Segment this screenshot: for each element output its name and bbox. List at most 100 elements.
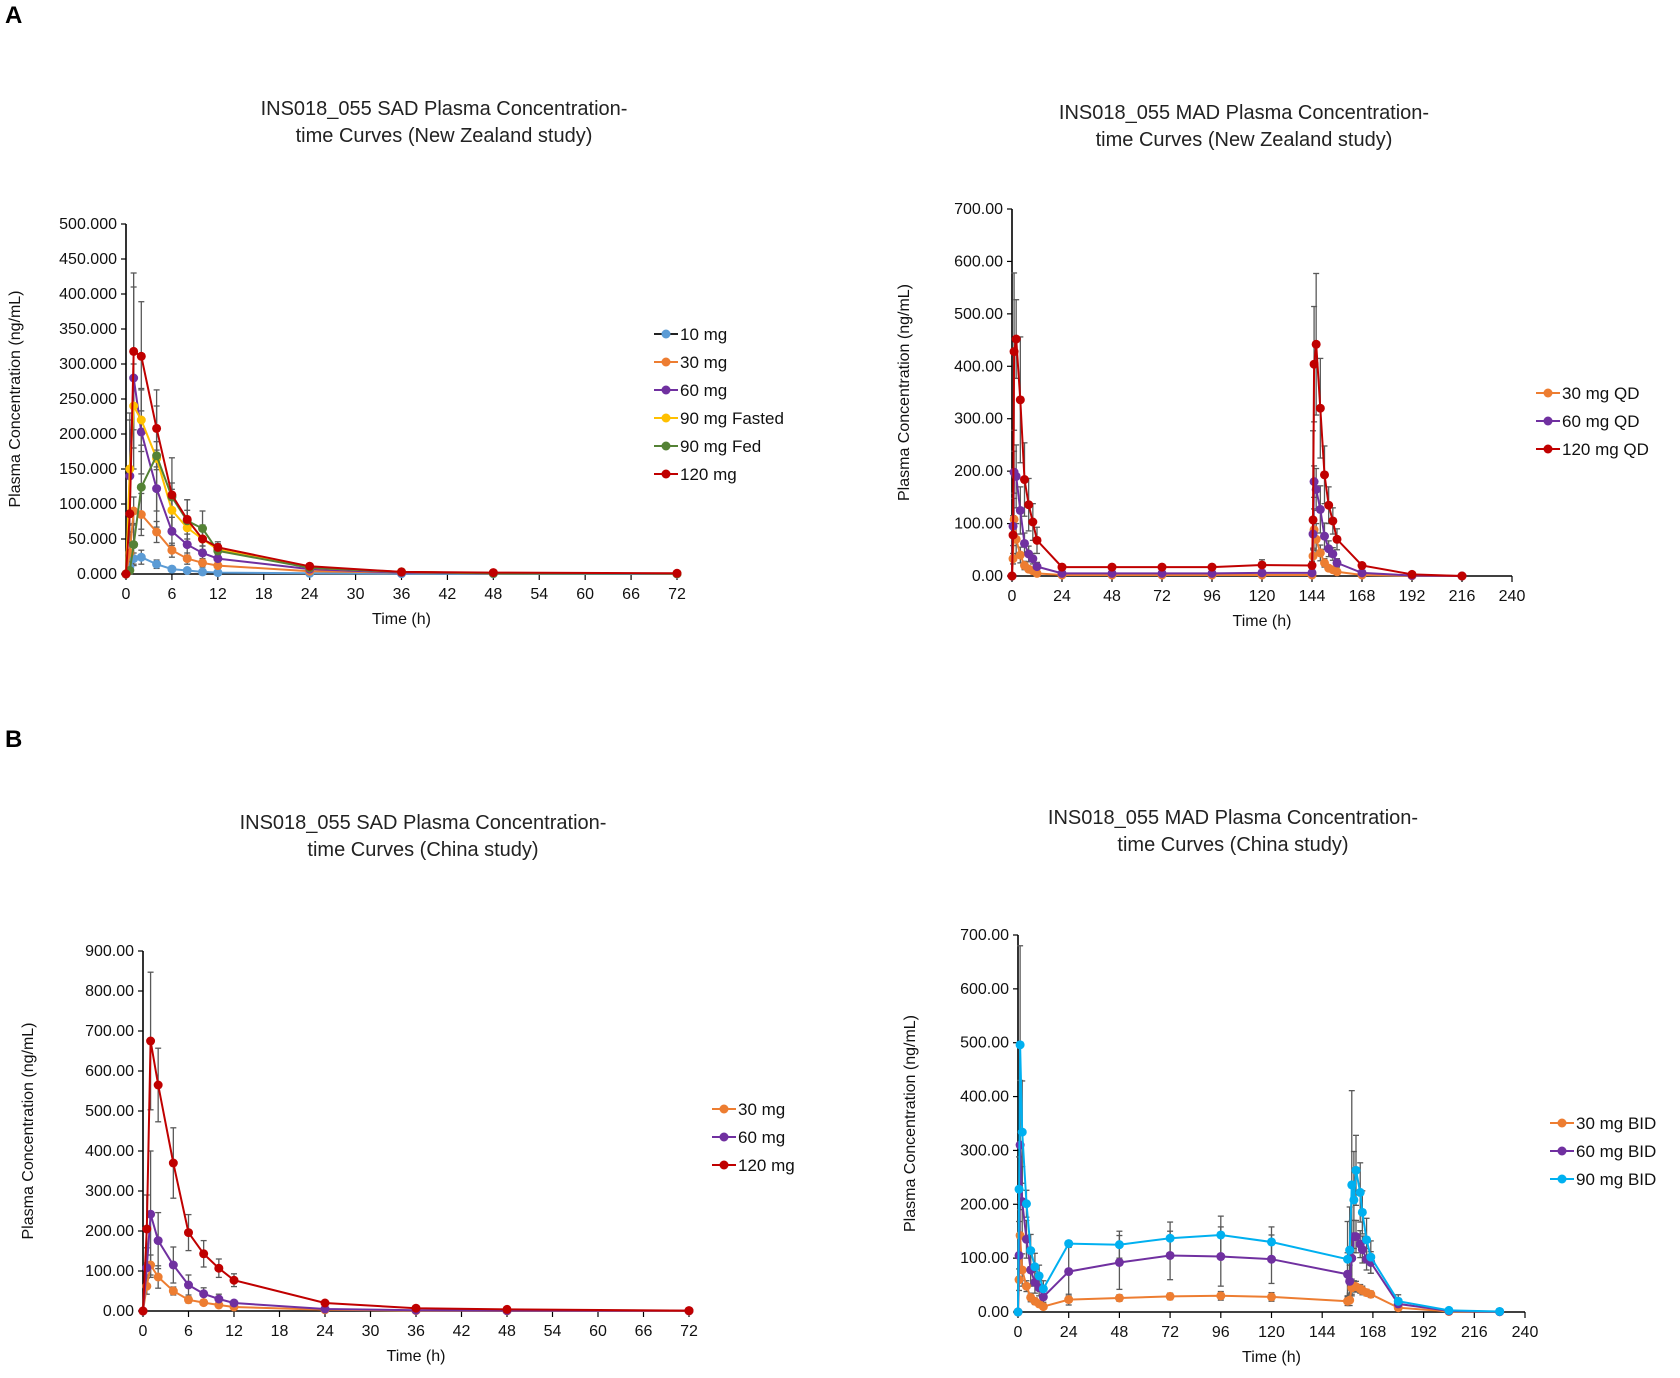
data-point xyxy=(136,552,146,562)
data-point xyxy=(142,1224,152,1234)
data-point xyxy=(136,510,146,519)
data-point xyxy=(1307,568,1317,578)
y-tick-label: 500.00 xyxy=(960,1035,1009,1052)
title-line-2: time Curves (China study) xyxy=(1117,834,1349,856)
data-point xyxy=(1020,538,1029,548)
data-point xyxy=(1207,568,1217,578)
data-point xyxy=(1267,1254,1276,1264)
data-point xyxy=(168,1286,178,1296)
data-point xyxy=(1357,1207,1367,1217)
legend-item: 30 mg xyxy=(712,1100,785,1119)
legend-item: 30 mg xyxy=(654,353,727,372)
data-point xyxy=(397,567,406,577)
series-line-1 xyxy=(1011,471,1463,577)
legend-label: 60 mg xyxy=(680,381,727,400)
data-point xyxy=(182,540,192,550)
data-point xyxy=(198,534,208,544)
y-tick-label: 250.000 xyxy=(59,391,117,408)
y-tick-label: 200.00 xyxy=(960,1196,1009,1213)
data-point xyxy=(1021,1281,1031,1291)
data-point xyxy=(1311,339,1321,349)
data-point xyxy=(167,564,177,574)
chart-title-china-mad: INS018_055 MAD Plasma Concentration- tim… xyxy=(1003,805,1463,859)
data-point xyxy=(305,561,315,571)
x-tick-label: 0 xyxy=(139,1323,148,1340)
data-point xyxy=(1038,1292,1048,1302)
data-point xyxy=(1345,1276,1355,1286)
data-point xyxy=(1343,1269,1353,1279)
data-point xyxy=(182,514,192,524)
x-tick-label: 24 xyxy=(1060,1324,1078,1341)
y-tick-label: 300.000 xyxy=(59,356,117,373)
y-tick-label: 150.000 xyxy=(59,461,117,478)
data-point xyxy=(1026,1246,1036,1256)
legend-marker xyxy=(1557,1118,1567,1128)
legend-label: 120 mg QD xyxy=(1562,440,1649,459)
x-tick-label: 72 xyxy=(668,586,686,603)
x-tick-label: 168 xyxy=(1360,1324,1387,1341)
data-point xyxy=(1008,530,1018,540)
legend-label: 120 mg xyxy=(738,1156,795,1175)
x-tick-label: 30 xyxy=(347,586,365,603)
data-point xyxy=(213,554,223,564)
legend-marker xyxy=(719,1104,729,1114)
legend-marker xyxy=(661,385,671,395)
x-tick-label: 120 xyxy=(1258,1324,1285,1341)
legend-label: 30 mg QD xyxy=(1562,384,1639,403)
data-point xyxy=(198,558,208,568)
data-point xyxy=(136,415,146,425)
data-point xyxy=(1324,500,1334,510)
y-axis-label: Plasma Concentration (ng/mL) xyxy=(902,1015,919,1232)
chart-0: 0.000 50.000 100.000 150.000 200.000 250.000 3… xyxy=(7,216,784,628)
x-axis-label: Time (h) xyxy=(1233,613,1292,630)
data-point xyxy=(1064,1267,1074,1277)
data-point xyxy=(167,545,177,555)
data-point xyxy=(1028,517,1038,527)
panel-label-a: A xyxy=(5,2,23,29)
data-point xyxy=(153,1236,163,1246)
x-tick-label: 192 xyxy=(1410,1324,1437,1341)
legend-item: 90 mg Fasted xyxy=(654,409,784,428)
x-tick-label: 6 xyxy=(184,1323,193,1340)
y-tick-label: 0.00 xyxy=(103,1303,134,1320)
legend-item: 120 mg xyxy=(654,465,737,484)
legend-item: 60 mg QD xyxy=(1536,412,1639,431)
data-point xyxy=(152,559,162,569)
y-tick-label: 600.00 xyxy=(85,1063,134,1080)
y-axis-label: Plasma Concentration (ng/mL) xyxy=(20,1023,37,1240)
data-point xyxy=(1332,567,1342,577)
data-point xyxy=(1021,1199,1031,1209)
x-tick-label: 144 xyxy=(1299,588,1326,605)
data-point xyxy=(136,427,146,437)
legend-item: 120 mg xyxy=(712,1156,795,1175)
legend-item: 90 mg Fed xyxy=(654,437,761,456)
y-tick-label: 200.00 xyxy=(954,463,1003,480)
x-tick-label: 96 xyxy=(1203,588,1221,605)
data-point xyxy=(1320,531,1329,541)
legend-label: 60 mg BID xyxy=(1576,1142,1656,1161)
data-point xyxy=(1157,568,1167,578)
x-tick-label: 240 xyxy=(1499,588,1526,605)
legend-marker xyxy=(661,441,671,451)
data-point xyxy=(1064,1239,1074,1249)
y-tick-label: 400.000 xyxy=(59,286,117,303)
legend-item: 30 mg QD xyxy=(1536,384,1639,403)
data-point xyxy=(138,1306,148,1316)
data-point xyxy=(684,1306,694,1316)
legend-marker xyxy=(719,1132,729,1142)
data-point xyxy=(146,1209,156,1219)
data-point xyxy=(1011,334,1021,344)
data-point xyxy=(672,568,682,578)
x-tick-label: 30 xyxy=(362,1323,380,1340)
data-point xyxy=(1107,568,1117,578)
data-point xyxy=(152,527,162,537)
y-tick-label: 900.00 xyxy=(85,943,134,960)
x-tick-label: 216 xyxy=(1461,1324,1488,1341)
title-line-1: INS018_055 MAD Plasma Concentration- xyxy=(1058,102,1430,124)
data-point xyxy=(136,482,146,492)
data-point xyxy=(488,568,498,578)
data-point xyxy=(1114,1240,1124,1250)
data-point xyxy=(167,526,177,536)
y-tick-label: 300.00 xyxy=(85,1183,134,1200)
data-point xyxy=(1257,568,1267,578)
